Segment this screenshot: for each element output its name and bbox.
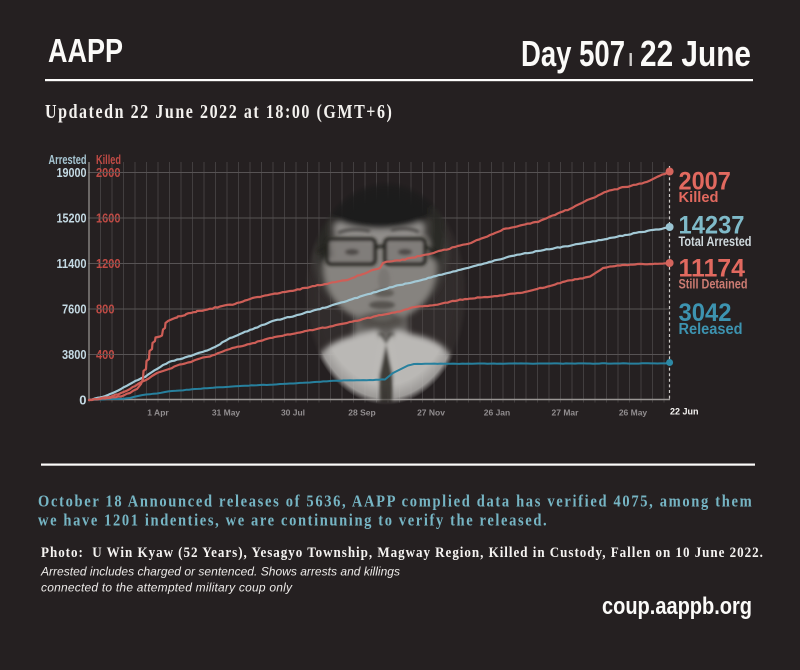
svg-text:Killed: Killed [96,152,121,167]
svg-text:coup.aappb.org: coup.aappb.org [602,593,752,620]
svg-text:28 Sep: 28 Sep [348,408,375,418]
svg-text:connected to the attempted mil: connected to the attempted military coup… [41,581,293,595]
svg-text:Killed: Killed [679,189,719,206]
svg-text:26 May: 26 May [619,408,648,418]
svg-text:22 June: 22 June [640,33,751,74]
svg-text:26 Jan: 26 Jan [484,408,510,418]
svg-text:October 18 Announced releases: October 18 Announced releases of 5636, A… [38,493,752,511]
svg-text:we have 1201 indenties, we are: we have 1201 indenties, we are continuni… [38,512,547,530]
svg-text:11174: 11174 [679,255,746,283]
svg-text:19000: 19000 [57,165,87,180]
svg-text:27 Nov: 27 Nov [417,408,445,418]
svg-text:22 Jun: 22 Jun [670,407,699,417]
svg-text:1 Apr: 1 Apr [147,408,169,418]
svg-text:0: 0 [79,393,86,408]
svg-text:30 Jul: 30 Jul [281,408,305,418]
svg-text:Arrested: Arrested [49,152,87,167]
svg-text:31 May: 31 May [212,408,241,418]
svg-text:Released: Released [679,321,743,338]
svg-text:Still Detained: Still Detained [679,277,748,292]
svg-text:AAPP: AAPP [48,32,123,69]
svg-text:7600: 7600 [62,302,87,317]
svg-text:Updatedn 22 June 2022 at 18:00: Updatedn 22 June 2022 at 18:00 (GMT+6) [45,101,392,124]
svg-text:Photo: U Win Kyaw (52 Years),: Photo: U Win Kyaw (52 Years), Yesagyo To… [41,544,763,561]
svg-text:Arrested includes charged or s: Arrested includes charged or sentenced. … [40,565,400,579]
svg-text:11400: 11400 [57,256,87,271]
svg-text:27 Mar: 27 Mar [552,408,580,418]
svg-text:14237: 14237 [679,212,745,240]
svg-text:Total Arrested: Total Arrested [679,233,752,249]
svg-text:Day 507: Day 507 [521,33,625,74]
svg-text:15200: 15200 [57,211,87,226]
svg-text:2007: 2007 [679,168,731,196]
svg-text:3800: 3800 [62,347,87,362]
svg-text:3042: 3042 [679,299,732,327]
